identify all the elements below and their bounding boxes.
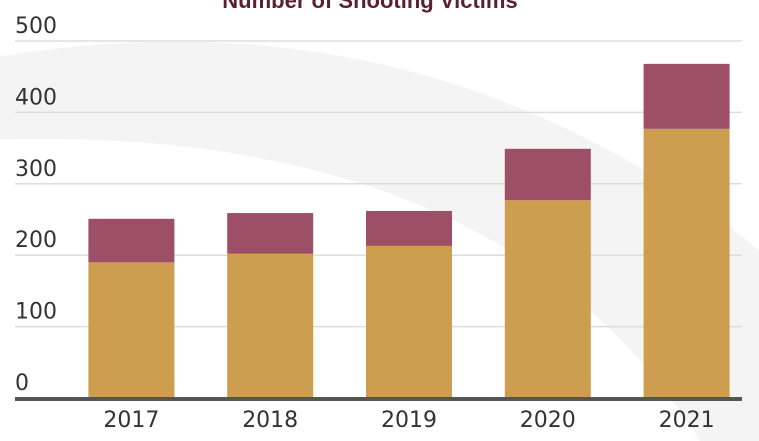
bar-segment — [227, 213, 313, 254]
y-tick-label: 0 — [15, 371, 29, 396]
bar-segment — [366, 246, 452, 398]
x-tick-label: 2020 — [520, 408, 576, 433]
y-tick-label: 100 — [15, 300, 57, 325]
x-tick-label: 2018 — [242, 408, 298, 433]
bar-segment — [644, 64, 730, 129]
bar-segment — [88, 219, 174, 263]
bar-segment — [505, 149, 591, 200]
chart: Number of Shooting Victims 0 100 200 300 400… — [0, 0, 759, 441]
x-tick-label: 2017 — [103, 408, 159, 433]
bar-segment — [227, 254, 313, 398]
y-tick-label: 500 — [15, 14, 57, 39]
bar-segment — [366, 211, 452, 246]
y-tick-label: 400 — [15, 85, 57, 110]
y-tick-label: 200 — [15, 228, 57, 253]
x-tick-label: 2019 — [381, 408, 437, 433]
x-tick-label: 2021 — [659, 408, 715, 433]
bar-segment — [644, 129, 730, 398]
bar-segment — [505, 200, 591, 398]
y-tick-label: 300 — [15, 157, 57, 182]
bar-segment — [88, 262, 174, 398]
chart-title: Number of Shooting Victims — [222, 0, 517, 13]
